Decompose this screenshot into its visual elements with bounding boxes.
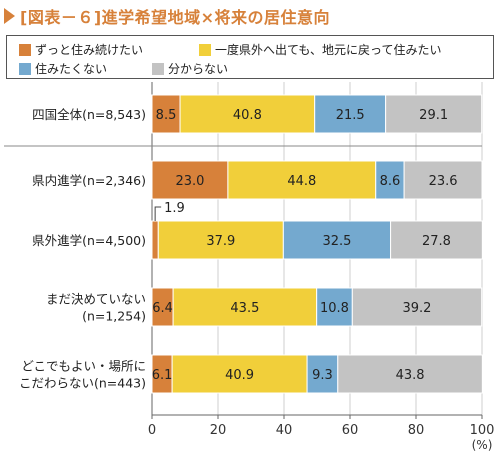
data-label: 27.8 bbox=[422, 234, 451, 249]
data-label: 23.0 bbox=[175, 174, 204, 189]
x-tick-label: 40 bbox=[276, 423, 293, 438]
bar-segment bbox=[385, 94, 483, 134]
data-label: 23.6 bbox=[429, 174, 458, 189]
legend-item-return: 一度県外へ出ても、地元に戻って住みたい bbox=[199, 41, 441, 58]
legend: ずっと住み続けたい 一度県外へ出ても、地元に戻って住みたい 住みたくない 分から… bbox=[6, 35, 494, 79]
bar-segment bbox=[151, 160, 229, 200]
legend-item-unknown: 分からない bbox=[152, 60, 228, 77]
data-label: 40.9 bbox=[225, 368, 254, 383]
bar-segment bbox=[390, 220, 483, 260]
legend-label-return: 一度県外へ出ても、地元に戻って住みたい bbox=[215, 43, 442, 57]
bar-segment bbox=[316, 287, 353, 327]
data-label: 8.6 bbox=[380, 174, 401, 189]
bar-segment bbox=[314, 94, 387, 134]
bar-segment bbox=[227, 160, 377, 200]
data-label: 6.4 bbox=[152, 301, 173, 316]
bar-segment bbox=[282, 220, 392, 260]
data-label: 43.5 bbox=[230, 301, 259, 316]
bar-segment bbox=[179, 94, 316, 134]
legend-label-unknown: 分からない bbox=[168, 62, 229, 76]
bar-segment bbox=[157, 220, 284, 260]
legend-item-no: 住みたくない bbox=[19, 60, 107, 77]
data-label: 8.5 bbox=[156, 108, 177, 123]
legend-swatch-no bbox=[19, 62, 31, 75]
x-tick-label: 20 bbox=[210, 423, 227, 438]
category-label: 県外進学(n=4,500) bbox=[32, 233, 146, 248]
x-tick-label: 100 bbox=[470, 423, 495, 438]
data-label: 1.9 bbox=[164, 201, 185, 216]
data-label-leader bbox=[154, 206, 162, 221]
legend-swatch-unknown bbox=[152, 62, 164, 75]
category-label: 四国全体(n=8,543) bbox=[32, 107, 146, 122]
data-label: 29.1 bbox=[419, 108, 448, 123]
data-label: 39.2 bbox=[403, 301, 432, 316]
bar-segment bbox=[151, 220, 159, 260]
bar-segment bbox=[172, 287, 318, 327]
data-label: 37.9 bbox=[206, 234, 235, 249]
data-label: 40.8 bbox=[233, 108, 262, 123]
legend-label-no: 住みたくない bbox=[35, 62, 108, 76]
bar-segment bbox=[403, 160, 483, 200]
category-label: こだわらない(n=443) bbox=[19, 376, 146, 391]
x-unit-label: (%) bbox=[472, 438, 493, 452]
data-label: 10.8 bbox=[320, 301, 349, 316]
data-label: 21.5 bbox=[336, 108, 365, 123]
x-tick-label: 0 bbox=[148, 423, 156, 438]
title-triangle-icon bbox=[4, 8, 15, 24]
data-label: 6.1 bbox=[152, 368, 173, 383]
legend-item-stay: ずっと住み続けたい bbox=[19, 41, 143, 58]
bar-segment bbox=[171, 354, 308, 394]
category-label: まだ決めていない bbox=[46, 292, 146, 307]
legend-swatch-return bbox=[199, 43, 211, 56]
x-tick-label: 60 bbox=[342, 423, 359, 438]
category-label: (n=1,254) bbox=[82, 309, 146, 324]
data-label: 9.3 bbox=[312, 368, 333, 383]
legend-label-stay: ずっと住み続けたい bbox=[35, 43, 144, 57]
x-tick-label: 80 bbox=[408, 423, 425, 438]
data-label: 32.5 bbox=[322, 234, 351, 249]
legend-swatch-stay bbox=[19, 43, 31, 56]
bar-segment bbox=[306, 354, 339, 394]
category-label: 県内進学(n=2,346) bbox=[32, 173, 146, 188]
bar-segment bbox=[337, 354, 483, 394]
chart-title: [図表－６]進学希望地域×将来の居住意向 bbox=[20, 8, 331, 27]
bar-segment bbox=[151, 94, 181, 134]
category-label: どこでもよい・場所に bbox=[21, 359, 146, 374]
data-label: 44.8 bbox=[287, 174, 316, 189]
data-label: 43.8 bbox=[396, 368, 425, 383]
title-row: [図表－６]進学希望地域×将来の居住意向 bbox=[4, 3, 330, 29]
bar-segment bbox=[351, 287, 483, 327]
